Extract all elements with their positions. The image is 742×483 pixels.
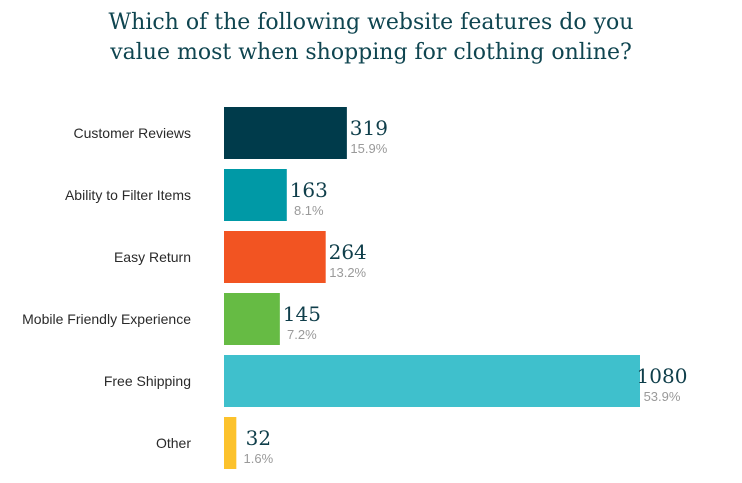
percent-label: 7.2% bbox=[287, 327, 317, 342]
percent-label: 53.9% bbox=[644, 389, 681, 404]
bar bbox=[224, 169, 287, 221]
value-label: 1080 bbox=[637, 364, 688, 388]
category-label: Mobile Friendly Experience bbox=[22, 311, 191, 327]
bar bbox=[224, 417, 237, 469]
value-label: 163 bbox=[290, 178, 328, 202]
percent-label: 1.6% bbox=[244, 451, 274, 466]
category-label: Other bbox=[156, 435, 191, 451]
category-label: Free Shipping bbox=[104, 373, 191, 389]
category-label: Easy Return bbox=[114, 249, 191, 265]
bar bbox=[224, 355, 640, 407]
value-label: 145 bbox=[283, 302, 321, 326]
category-label: Ability to Filter Items bbox=[65, 187, 191, 203]
percent-label: 13.2% bbox=[329, 265, 366, 280]
bar bbox=[224, 293, 280, 345]
value-label: 319 bbox=[350, 116, 388, 140]
percent-label: 15.9% bbox=[350, 141, 387, 156]
value-label: 264 bbox=[329, 240, 367, 264]
chart-title-line-2: value most when shopping for clothing on… bbox=[110, 40, 632, 65]
category-label: Customer Reviews bbox=[74, 125, 191, 141]
chart-title-line-1: Which of the following website features … bbox=[108, 10, 634, 35]
bar bbox=[224, 231, 326, 283]
value-label: 32 bbox=[246, 426, 271, 450]
percent-label: 8.1% bbox=[294, 203, 324, 218]
chart-title: Which of the following website features … bbox=[0, 8, 742, 68]
bar bbox=[224, 107, 347, 159]
